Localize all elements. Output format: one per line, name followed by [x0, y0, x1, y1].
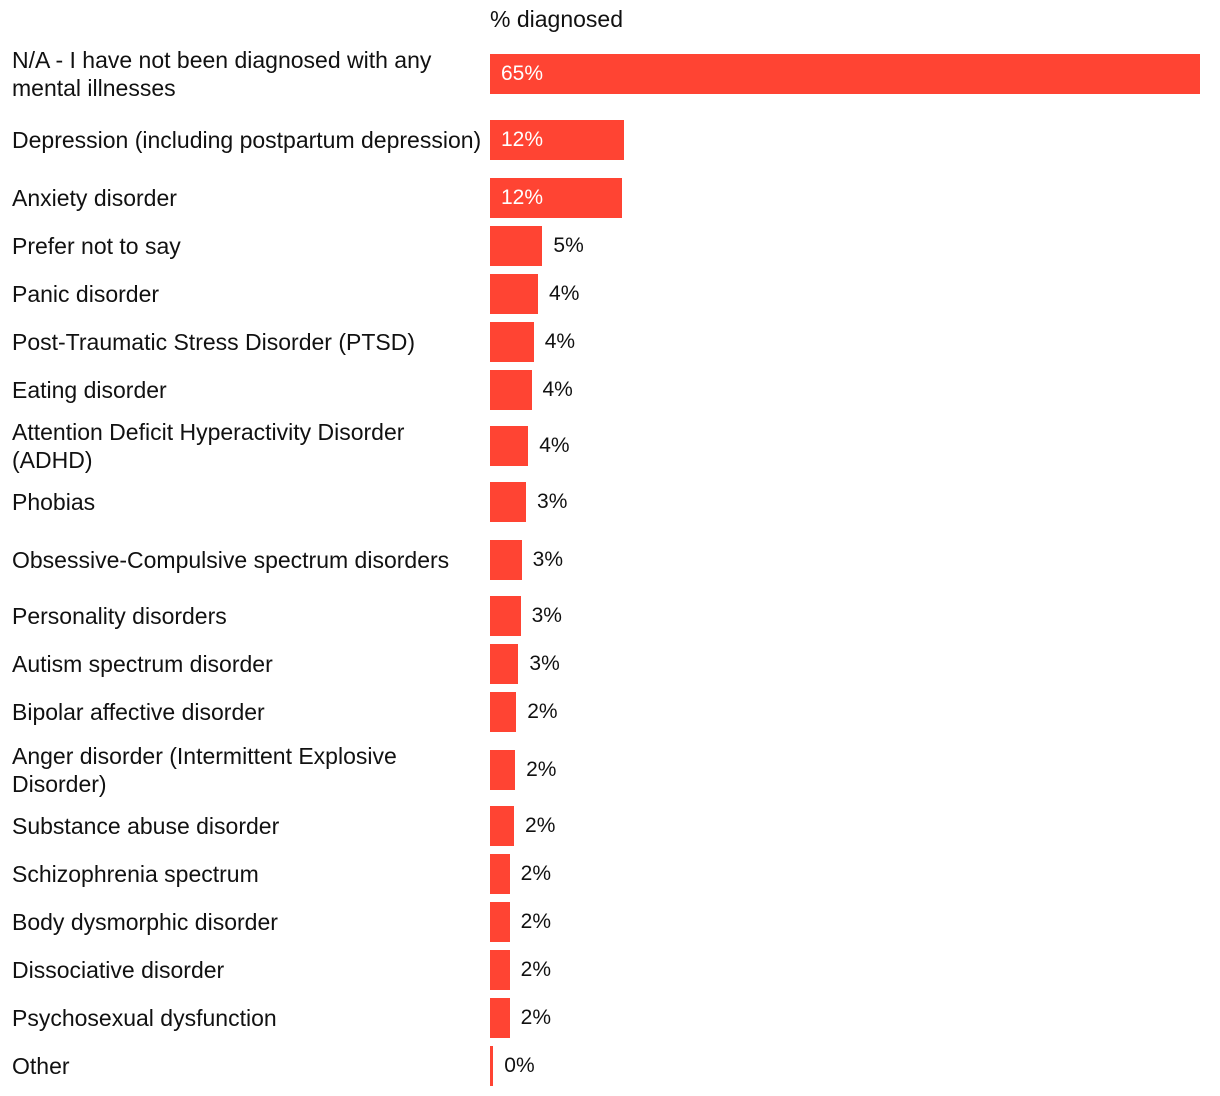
- value-label: 5%: [553, 234, 584, 257]
- bar: [490, 902, 510, 942]
- category-label: N/A - I have not been diagnosed with any…: [12, 47, 432, 101]
- category-label: Substance abuse disorder: [12, 813, 280, 839]
- bar: [490, 854, 510, 894]
- bar: [490, 998, 510, 1038]
- value-label: 2%: [520, 910, 552, 933]
- value-label: 0%: [504, 1054, 535, 1077]
- value-label: 3%: [529, 652, 560, 675]
- bar: [490, 540, 522, 580]
- value-label: 65%: [501, 62, 544, 85]
- bar: [490, 226, 543, 266]
- category-label: Personality disorders: [12, 603, 227, 629]
- bar: [490, 806, 515, 846]
- category-label: Panic disorder: [12, 281, 160, 307]
- bar: [490, 370, 532, 410]
- category-label: Body dysmorphic disorder: [12, 909, 278, 935]
- bar: [490, 178, 623, 218]
- value-label: 4%: [539, 434, 570, 457]
- category-label: Prefer not to say: [12, 233, 181, 259]
- value-label: 3%: [532, 548, 564, 571]
- bar: [490, 482, 527, 522]
- category-label: Anger disorder (Intermittent Explosive D…: [12, 743, 397, 797]
- bar: [490, 426, 529, 466]
- value-label: 4%: [544, 330, 576, 353]
- bar: [490, 950, 510, 990]
- value-label: 12%: [501, 128, 544, 151]
- bar: [490, 322, 534, 362]
- category-label: Dissociative disorder: [12, 957, 225, 983]
- category-label: Autism spectrum disorder: [12, 651, 273, 677]
- value-label: 12%: [501, 186, 544, 209]
- category-label: Eating disorder: [12, 377, 167, 403]
- value-label: 2%: [526, 758, 557, 781]
- category-label: Psychosexual dysfunction: [12, 1005, 277, 1031]
- value-label: 2%: [520, 862, 552, 885]
- value-label: 2%: [525, 814, 556, 837]
- value-label: 2%: [520, 958, 552, 981]
- category-label: Depression (including postpartum depress…: [12, 127, 482, 153]
- value-label: 2%: [520, 1006, 552, 1029]
- value-label: 3%: [537, 490, 568, 513]
- category-label: Phobias: [12, 489, 96, 515]
- bar: [490, 596, 521, 636]
- bar: [490, 644, 519, 684]
- category-label: Attention Deficit Hyperactivity Disorder…: [12, 419, 405, 473]
- category-label: Bipolar affective disorder: [12, 699, 265, 725]
- bar: [490, 1046, 494, 1086]
- value-label: 3%: [531, 604, 562, 627]
- category-label: Other: [12, 1053, 70, 1079]
- bar: [490, 120, 625, 160]
- bar: [490, 274, 539, 314]
- value-label: 4%: [549, 282, 580, 305]
- bar: [490, 692, 517, 732]
- category-label: Anxiety disorder: [12, 185, 177, 211]
- bar: [490, 750, 516, 790]
- value-label: 2%: [527, 700, 558, 723]
- series-header: % diagnosed: [490, 6, 623, 32]
- value-label: 4%: [542, 378, 573, 401]
- bar: [490, 54, 1200, 94]
- category-label: Schizophrenia spectrum: [12, 861, 259, 887]
- category-label: Post-Traumatic Stress Disorder (PTSD): [12, 329, 415, 355]
- category-label: Obsessive-Compulsive spectrum disorders: [12, 547, 450, 573]
